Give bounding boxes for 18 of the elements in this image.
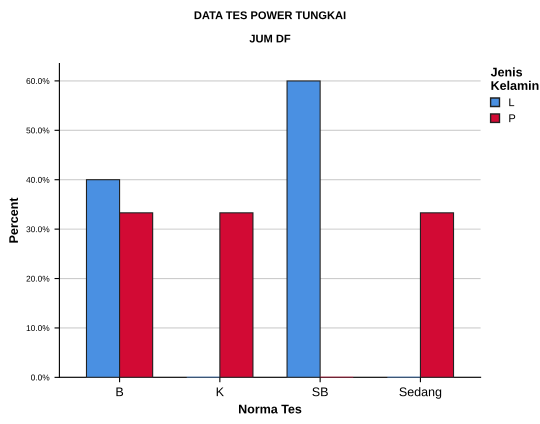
y-axis-title: Percent [9, 198, 18, 243]
y-tick-label: 50.0% [26, 128, 50, 134]
y-tick-label: 0.0% [31, 374, 50, 380]
y-tick-label: 40.0% [26, 176, 50, 183]
y-tick-label: 20.0% [26, 276, 50, 282]
chart-subtitle: JUM DF [249, 34, 290, 43]
y-tick-label: 30.0% [26, 226, 50, 232]
x-axis-title: Norma Tes [238, 404, 302, 414]
chart-title: DATA TES POWER TUNGKAI [194, 11, 346, 20]
y-tick-label: 10.0% [26, 325, 50, 332]
legend-label: L [509, 98, 514, 106]
x-tick-label: B [116, 388, 124, 396]
x-tick-label: SB [312, 387, 328, 396]
x-tick-label: Sedang [399, 387, 442, 399]
y-tick-label: 60.0% [26, 78, 50, 84]
legend-title: Jenis Kelamin [490, 67, 538, 90]
x-tick-label: K [216, 388, 224, 396]
legend-label: P [509, 114, 516, 122]
